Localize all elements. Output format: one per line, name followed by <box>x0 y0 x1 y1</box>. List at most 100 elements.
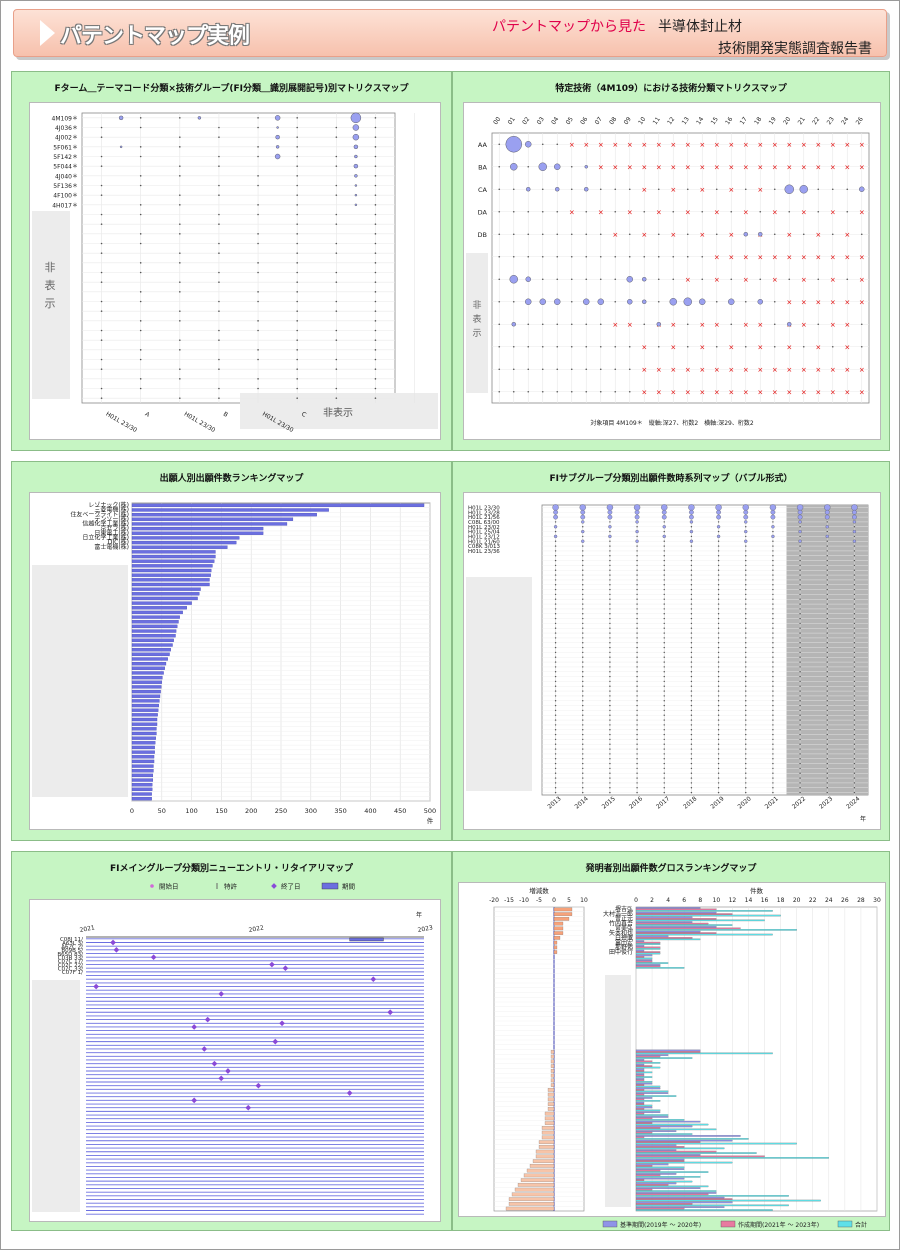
x-tick-label: 12 <box>666 116 676 126</box>
dot-mark <box>335 358 338 361</box>
bar <box>131 601 192 605</box>
bubble <box>636 584 638 586</box>
bubble <box>826 675 828 678</box>
bubble <box>636 564 638 567</box>
dot-mark <box>527 233 530 236</box>
y-tick-label: B65D 83/ <box>57 952 83 958</box>
dot-mark <box>628 233 631 236</box>
x-tick-label: 4 <box>666 897 670 904</box>
bubble <box>799 753 801 755</box>
dot-mark <box>218 242 220 245</box>
new-period-bar <box>635 1165 653 1167</box>
bubble <box>799 613 801 615</box>
bubble <box>690 762 693 765</box>
bubble <box>689 509 694 515</box>
bubble <box>636 651 638 654</box>
bubble <box>690 535 693 538</box>
x-tick-label: 07 <box>594 116 604 126</box>
x-tick-label: 200 <box>245 807 257 815</box>
y-tick-label: H01L 21/56 <box>468 515 500 521</box>
total-bar <box>635 914 781 917</box>
bubble <box>636 791 638 794</box>
bar <box>131 666 165 670</box>
dot-mark <box>759 278 762 281</box>
bubble <box>636 569 638 571</box>
y-tick-label: A62C 2/ <box>61 944 83 950</box>
cross-mark: × <box>830 298 836 306</box>
total-bar <box>635 967 685 969</box>
bubble <box>853 743 856 745</box>
x-tick-label: 2018 <box>682 795 698 810</box>
bubble <box>745 782 747 784</box>
bubble <box>799 743 801 745</box>
bubble <box>717 569 720 571</box>
bubble <box>582 700 584 702</box>
dot-mark <box>512 210 515 213</box>
bubble <box>634 514 640 520</box>
bubble <box>582 709 584 712</box>
bar <box>131 689 161 694</box>
bubble <box>636 748 638 750</box>
dot-mark <box>179 165 181 167</box>
bubble <box>799 550 801 552</box>
bubble <box>787 322 792 327</box>
cross-mark: × <box>699 141 705 149</box>
bubble <box>662 534 666 539</box>
bubble <box>554 530 557 533</box>
bar <box>131 764 154 768</box>
dot-mark <box>257 146 259 148</box>
bubble <box>663 540 665 542</box>
legend: 開始日 特許 終了日 期間 <box>150 882 355 891</box>
cross-mark: × <box>815 366 821 374</box>
bar <box>131 731 157 736</box>
dot-mark <box>374 242 377 245</box>
dot-mark <box>218 136 220 138</box>
dot-mark <box>556 345 559 348</box>
bubble <box>799 729 801 731</box>
x-tick-label: 5 <box>567 897 571 904</box>
cross-mark: × <box>670 163 676 171</box>
bubble <box>772 675 774 678</box>
bubble <box>826 743 828 745</box>
bubble <box>745 550 747 552</box>
bubble <box>609 719 611 721</box>
bubble <box>799 622 801 625</box>
bubble <box>717 540 720 542</box>
dot-mark <box>628 255 631 258</box>
dot-mark <box>831 188 834 191</box>
bubble <box>554 569 557 571</box>
bubble <box>554 545 557 547</box>
plot-area: 非表示非表示 4M109＊ 4J036＊ 4J002＊ 5F061＊ 5F142＊ 5F04… <box>29 102 441 440</box>
cross-mark: × <box>743 163 749 171</box>
dot-mark <box>512 390 515 393</box>
bubble <box>663 651 665 654</box>
bubble <box>582 550 584 552</box>
bar <box>131 536 240 540</box>
cross-mark: × <box>786 231 792 239</box>
bubble <box>350 112 362 124</box>
bubble <box>553 509 558 515</box>
bubble <box>826 685 828 687</box>
dot-mark <box>139 184 142 187</box>
change-bar <box>508 1197 555 1201</box>
bubble <box>745 743 747 745</box>
cross-mark: × <box>801 253 807 261</box>
bubble <box>690 569 693 571</box>
bubble <box>826 579 828 581</box>
bubble <box>799 593 801 596</box>
x-axis-unit: 件 <box>427 816 434 825</box>
end-marker <box>370 976 377 983</box>
bubble <box>745 704 747 707</box>
dot-mark <box>643 210 646 213</box>
bubble <box>609 598 611 600</box>
bubble <box>826 700 828 702</box>
bubble <box>826 569 828 571</box>
bubble <box>717 545 720 547</box>
bubble <box>582 733 584 736</box>
bubble <box>799 603 801 605</box>
base-period-bar <box>635 1163 669 1166</box>
dot-mark <box>335 368 338 370</box>
bubble <box>745 584 747 586</box>
new-period-bar <box>635 1093 645 1096</box>
bubble <box>554 777 557 779</box>
